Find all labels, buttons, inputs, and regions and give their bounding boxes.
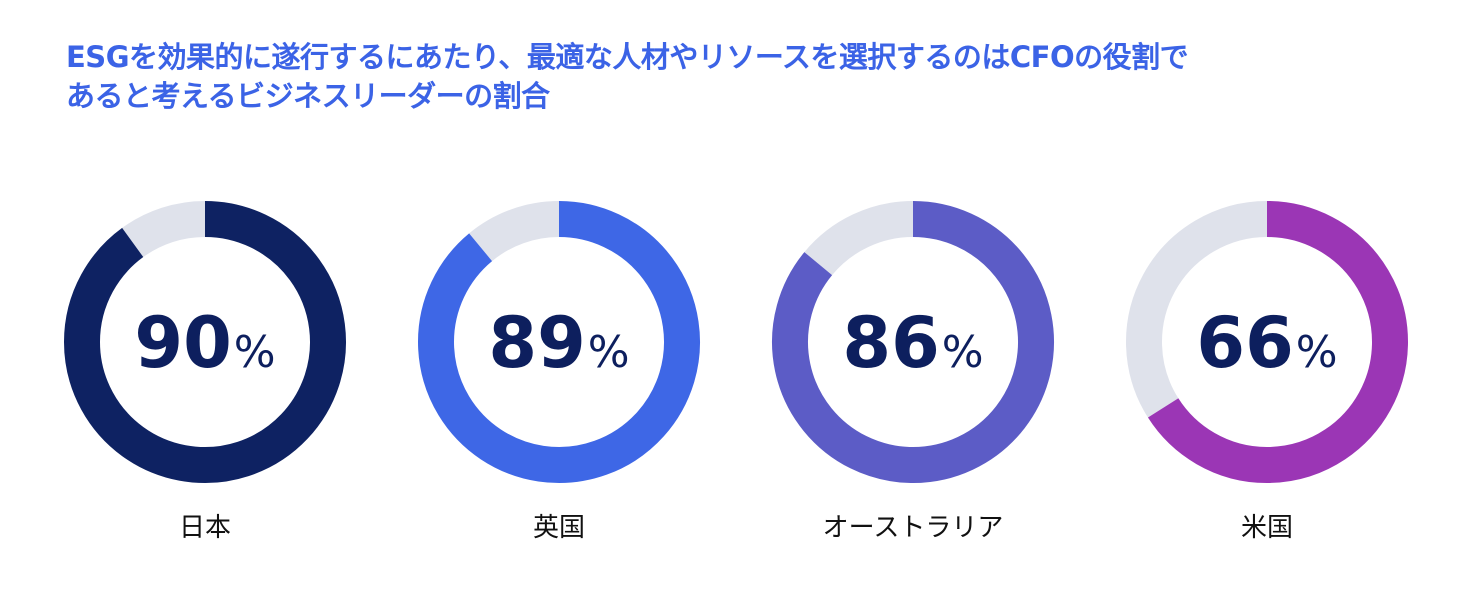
donut-remainder-arc bbox=[122, 201, 206, 258]
donut-chart: 90% 日本 bbox=[64, 201, 346, 543]
value-number: 89 bbox=[488, 302, 585, 384]
chart-title: ESGを効果的に遂行するにあたり、最適な人材やリソースを選択するのはCFOの役割… bbox=[66, 38, 1366, 116]
donut-value-label: 86% bbox=[842, 302, 983, 384]
donut-remainder-arc bbox=[1126, 201, 1268, 418]
donut-value-label: 66% bbox=[1196, 302, 1337, 384]
value-number: 90 bbox=[134, 302, 231, 384]
chart-title-line-1: ESGを効果的に遂行するにあたり、最適な人材やリソースを選択するのはCFOの役割… bbox=[66, 40, 1189, 74]
donut-value-label: 90% bbox=[134, 302, 275, 384]
donut-chart: 89% 英国 bbox=[418, 201, 700, 543]
donut-value-arc bbox=[64, 201, 346, 483]
donut-category-label: 日本 bbox=[179, 513, 231, 543]
donut-chart: 86% オーストラリア bbox=[772, 201, 1054, 543]
donut-value-label: 89% bbox=[488, 302, 629, 384]
value-percent-sign: % bbox=[234, 327, 276, 378]
value-number: 86 bbox=[842, 302, 939, 384]
donut-value-arc bbox=[1147, 201, 1408, 483]
donut-chart: 66% 米国 bbox=[1126, 201, 1408, 543]
value-percent-sign: % bbox=[1296, 327, 1338, 378]
chart-title-line-2: あると考えるビジネスリーダーの割合 bbox=[66, 79, 550, 113]
donut-remainder-arc bbox=[804, 201, 914, 276]
value-number: 66 bbox=[1196, 302, 1293, 384]
value-percent-sign: % bbox=[588, 327, 630, 378]
donut-value-arc bbox=[418, 201, 700, 483]
donut-category-label: オーストラリア bbox=[823, 513, 1004, 543]
value-percent-sign: % bbox=[942, 327, 984, 378]
donut-category-label: 米国 bbox=[1241, 513, 1293, 543]
donut-remainder-arc bbox=[469, 201, 560, 262]
donut-value-arc bbox=[772, 201, 1054, 483]
donut-category-label: 英国 bbox=[533, 513, 585, 543]
